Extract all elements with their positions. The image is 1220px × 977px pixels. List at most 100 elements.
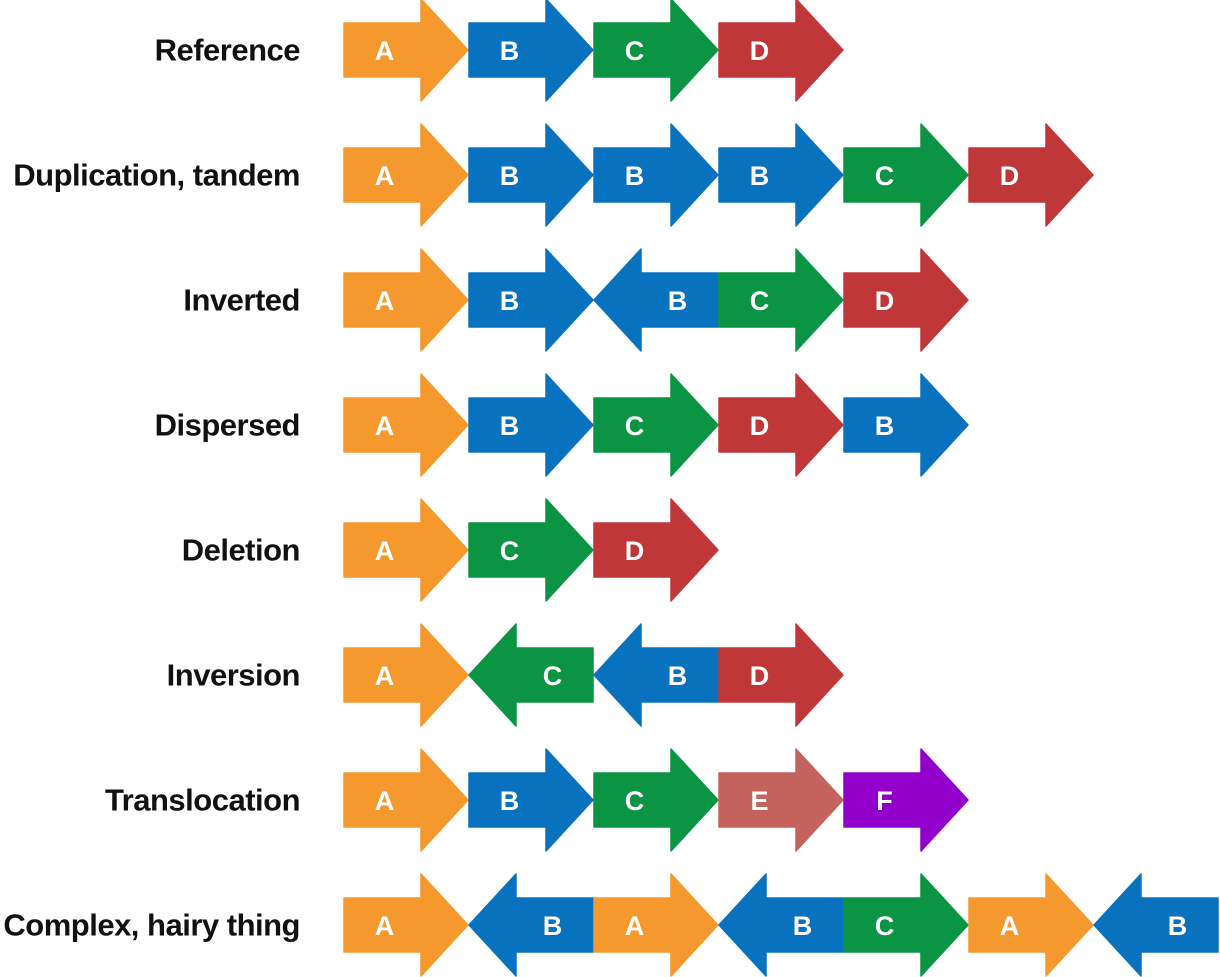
arrow-shape [1093,873,1219,977]
arrow-shape [343,748,469,852]
segment-letter: B [625,161,645,191]
arrow-shape [718,123,844,227]
segment-arrow-c-left: C [468,623,594,727]
arrow-shape [968,123,1094,227]
arrow-shape [468,248,594,352]
segment-arrow-d-right: D [593,498,719,602]
arrow-shape [968,873,1094,977]
segment-letter: A [375,36,395,66]
segment-arrow-b-right: B [468,123,594,227]
row-label: Duplication, tandem [13,158,300,193]
variant-row: Complex, hairy thing A B A B C A B [3,873,1219,977]
segment-arrow-b-right: B [468,0,594,102]
arrow-shape [343,123,469,227]
segment-arrow-b-right: B [843,373,969,477]
variant-row: Dispersed A B C D B [155,373,969,477]
row-label: Reference [155,33,301,68]
segment-arrow-b-right: B [718,123,844,227]
segment-arrow-a-right: A [593,873,719,977]
arrow-shape [843,748,969,852]
segment-letter: D [625,536,645,566]
arrow-shape [593,873,719,977]
arrow-shape [343,373,469,477]
segment-letter: F [876,786,893,816]
arrow-shape [843,248,969,352]
segment-letter: B [1168,911,1188,941]
segment-letter: C [500,536,520,566]
arrow-shape [468,873,594,977]
segment-letter: D [750,36,770,66]
arrow-shape [468,123,594,227]
arrow-shape [343,0,469,102]
segment-arrow-b-right: B [593,123,719,227]
arrow-shape [343,248,469,352]
segment-arrow-d-right: D [718,373,844,477]
arrow-shape [593,0,719,102]
segment-letter: B [500,286,520,316]
segment-arrow-d-right: D [968,123,1094,227]
segment-letter: A [625,911,645,941]
arrow-shape [468,748,594,852]
arrow-shape [343,498,469,602]
segment-letter: C [625,36,645,66]
segment-arrow-a-right: A [343,373,469,477]
segment-letter: C [625,786,645,816]
row-label: Deletion [182,533,300,568]
arrow-shape [718,373,844,477]
row-label: Inversion [167,658,300,693]
segment-arrow-a-right: A [343,873,469,977]
segment-letter: B [500,786,520,816]
segment-letter: B [668,286,688,316]
segment-letter: A [375,161,395,191]
segment-arrow-a-right: A [343,748,469,852]
segment-arrow-d-right: D [718,623,844,727]
segment-arrow-a-right: A [968,873,1094,977]
segment-letter: C [750,286,770,316]
arrow-shape [593,748,719,852]
segment-letter: A [1000,911,1020,941]
segment-arrow-a-right: A [343,498,469,602]
segment-letter: B [500,161,520,191]
segment-arrow-b-right: B [468,248,594,352]
arrow-shape [593,498,719,602]
segment-arrow-b-left: B [593,248,719,352]
arrow-shape [593,373,719,477]
arrow-shape [718,623,844,727]
variant-row: Translocation A B C E F [105,748,969,852]
segment-letter: B [668,661,688,691]
segment-letter: E [750,786,768,816]
segment-arrow-b-left: B [593,623,719,727]
segment-arrow-c-right: C [593,0,719,102]
variant-row: Deletion A C D [182,498,719,602]
segment-arrow-a-right: A [343,0,469,102]
segment-arrow-c-right: C [593,748,719,852]
segment-letter: B [500,411,520,441]
segment-arrow-a-right: A [343,623,469,727]
arrow-shape [843,373,969,477]
variant-row: Inverted A B B C D [183,248,969,352]
segment-arrow-b-right: B [468,748,594,852]
arrow-shape [718,873,844,977]
segment-letter: B [875,411,895,441]
variant-row: Duplication, tandem A B B B C D [13,123,1094,227]
arrow-shape [343,623,469,727]
arrow-shape [718,748,844,852]
arrow-shape [718,0,844,102]
segment-arrow-b-left: B [1093,873,1219,977]
segment-letter: D [750,661,770,691]
segment-arrow-c-right: C [843,873,969,977]
arrow-shape [843,123,969,227]
segment-arrow-d-right: D [843,248,969,352]
segment-letter: D [1000,161,1020,191]
segment-letter: B [500,36,520,66]
arrow-shape [468,373,594,477]
segment-arrow-b-right: B [468,373,594,477]
segment-arrow-d-right: D [718,0,844,102]
arrow-shape [343,873,469,977]
arrow-shape [718,248,844,352]
segment-letter: D [750,411,770,441]
segment-arrow-c-right: C [593,373,719,477]
segment-letter: C [625,411,645,441]
arrow-shape [468,0,594,102]
